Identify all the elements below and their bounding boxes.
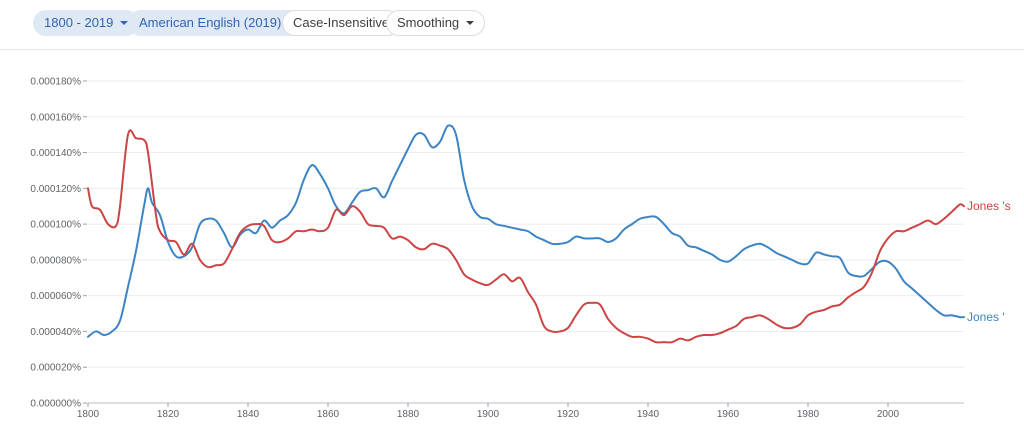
series-lines bbox=[87, 124, 965, 344]
caret-down-icon bbox=[120, 20, 129, 25]
x-tick-label: 1840 bbox=[237, 409, 260, 420]
y-tick-label: 0.000080% bbox=[30, 255, 81, 266]
y-tick-label: 0.000160% bbox=[30, 112, 81, 123]
x-tick-label: 1980 bbox=[797, 409, 820, 420]
corpus-dropdown[interactable]: American English (2019) bbox=[128, 10, 308, 36]
x-tick-label: 1860 bbox=[317, 409, 340, 420]
smoothing-label: Smoothing bbox=[397, 15, 460, 30]
y-tick-label: 0.000060% bbox=[30, 291, 81, 302]
date-range-label: 1800 - 2019 bbox=[44, 15, 114, 30]
series-label-0[interactable]: Jones 's bbox=[967, 199, 1011, 213]
case-label: Case-Insensitive bbox=[293, 15, 390, 30]
y-tick-label: 0.000120% bbox=[30, 184, 81, 195]
y-tick-label: 0.000020% bbox=[30, 363, 81, 374]
series-label-1[interactable]: Jones ' bbox=[967, 310, 1005, 324]
toolbar: 1800 - 2019 American English (2019) Case… bbox=[0, 0, 1024, 50]
series-labels: Jones ' Jones 's bbox=[967, 199, 1011, 324]
x-tick-label: 1880 bbox=[397, 409, 420, 420]
y-tick-label: 0.000180% bbox=[30, 77, 81, 88]
y-axis: 0.000000% 0.000020% 0.000040% 0.000060% 0.00… bbox=[30, 77, 87, 410]
case-insensitive-toggle[interactable]: Case-Insensitive bbox=[282, 10, 401, 36]
x-axis: 1800 1820 1840 1860 1880 1900 1920 1940 1960 1980… bbox=[77, 403, 900, 420]
caret-down-icon bbox=[466, 20, 475, 25]
x-tick-label: 1960 bbox=[717, 409, 740, 420]
x-tick-label: 1800 bbox=[77, 409, 100, 420]
chart-grid bbox=[88, 80, 964, 404]
x-tick-label: 2000 bbox=[877, 409, 900, 420]
smoothing-dropdown[interactable]: Smoothing bbox=[386, 10, 486, 36]
series-line-0[interactable] bbox=[87, 129, 965, 344]
y-tick-label: 0.000100% bbox=[30, 220, 81, 231]
x-tick-label: 1920 bbox=[557, 409, 580, 420]
x-tick-label: 1940 bbox=[637, 409, 660, 420]
series-line-1[interactable] bbox=[87, 124, 965, 338]
y-tick-label: 0.000140% bbox=[30, 148, 81, 159]
corpus-label: American English (2019) bbox=[139, 15, 282, 30]
x-tick-label: 1900 bbox=[477, 409, 500, 420]
y-tick-label: 0.000000% bbox=[30, 399, 81, 410]
y-tick-label: 0.000040% bbox=[30, 327, 81, 338]
x-tick-label: 1820 bbox=[157, 409, 180, 420]
date-range-dropdown[interactable]: 1800 - 2019 bbox=[33, 10, 140, 36]
